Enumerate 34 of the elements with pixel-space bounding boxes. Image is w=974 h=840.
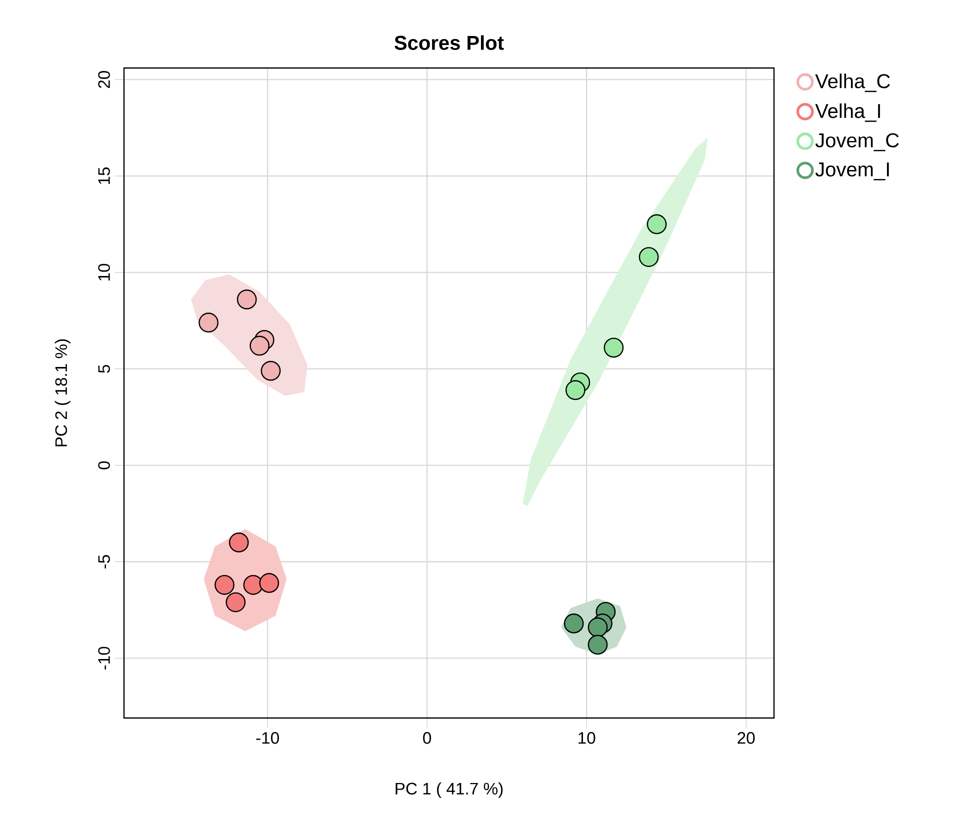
y-tick-label: -10 <box>98 646 110 670</box>
legend-label: Velha_C <box>815 74 890 92</box>
point <box>565 380 586 400</box>
legend-label: Jovem_I <box>815 162 889 180</box>
point <box>226 592 246 612</box>
point <box>588 634 608 655</box>
y-tick-label: 20 <box>98 70 110 88</box>
point <box>236 290 257 310</box>
point <box>638 247 659 267</box>
x-axis-title: PC 1 ( 41.7 %) <box>396 782 503 798</box>
y-tick-label: 10 <box>98 264 110 280</box>
point <box>228 532 249 552</box>
chart-title: Scores Plot <box>394 35 504 50</box>
x-tick-label: -10 <box>256 732 279 744</box>
y-axis-title: PC 2 ( 18.1 %) <box>54 339 70 446</box>
point <box>564 614 584 634</box>
point <box>198 312 218 333</box>
point <box>243 574 264 595</box>
point <box>214 574 234 595</box>
point <box>588 617 608 638</box>
x-tick-label: 20 <box>738 732 755 744</box>
y-tick-label: 15 <box>98 167 110 184</box>
y-tick-label: -5 <box>98 555 110 568</box>
point <box>604 338 624 358</box>
point <box>646 214 667 234</box>
point <box>260 360 281 381</box>
y-tick-label: 5 <box>98 364 110 373</box>
point <box>250 336 270 356</box>
x-tick-label: 0 <box>423 732 432 744</box>
legend-label: Jovem_C <box>815 133 899 152</box>
y-tick-label: 0 <box>98 461 110 470</box>
x-tick-label: 10 <box>578 732 596 744</box>
point <box>259 573 280 593</box>
legend-label: Velha_I <box>815 103 880 122</box>
